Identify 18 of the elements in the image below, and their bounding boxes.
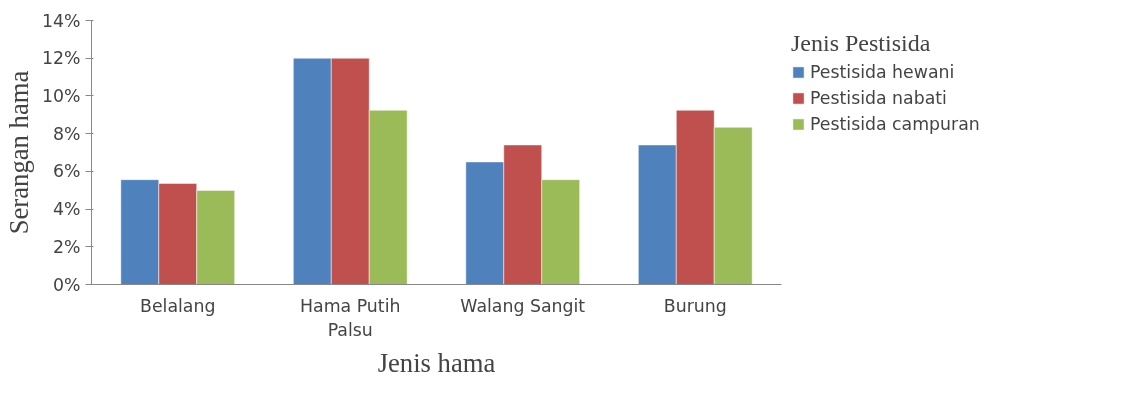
legend-label: Pestisida campuran (810, 114, 980, 134)
legend-title: Jenis Pestisida (791, 30, 932, 57)
legend-label: Pestisida nabati (810, 88, 947, 108)
x-axis-title: Jenis hama (377, 347, 496, 378)
legend-label: Pestisida hewani (810, 62, 955, 82)
y-tick-label: 14% (41, 10, 81, 31)
x-tick-label: Burung (663, 295, 727, 316)
y-tick-label: 2% (53, 236, 81, 257)
x-tick-label: Hama Putih Palsu (300, 295, 401, 340)
x-tick-label: Belalang (140, 295, 216, 316)
x-tick-label: Walang Sangit (460, 295, 586, 316)
y-tick-label: 6% (53, 161, 81, 182)
y-tick-label: 8% (53, 123, 81, 144)
y-axis-title: Serangan hama (3, 70, 34, 235)
y-tick-label: 10% (41, 85, 81, 106)
y-tick-label: 0% (53, 274, 81, 295)
y-tick-label: 4% (53, 199, 81, 220)
y-tick-label: 12% (41, 48, 81, 69)
